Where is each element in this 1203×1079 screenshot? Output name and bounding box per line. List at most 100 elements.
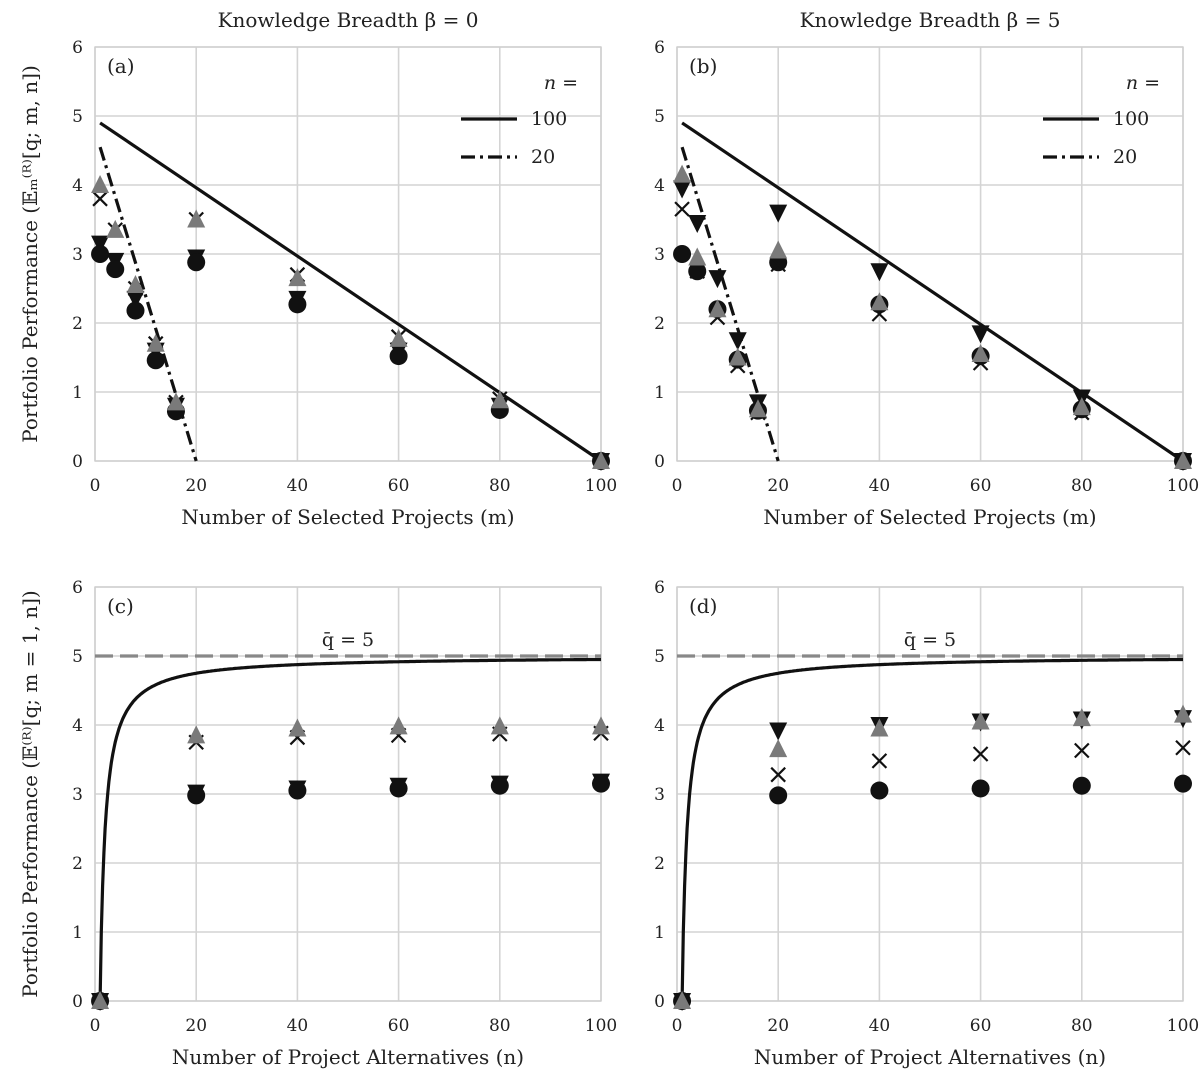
- x-tick-label: 20: [767, 476, 789, 496]
- x-axis-label: Number of Selected Projects (m): [181, 505, 514, 529]
- data-point-triangle-up: [91, 175, 110, 193]
- legend-title: n =: [1126, 72, 1160, 94]
- data-point-circle: [91, 245, 110, 263]
- data-point-triangle-up: [1072, 397, 1091, 416]
- x-tick-label: 80: [489, 476, 511, 496]
- data-point-circle: [288, 781, 307, 800]
- y-tick-label: 2: [72, 854, 83, 874]
- x-tick-label: 40: [287, 476, 309, 496]
- data-point-triangle-up: [673, 991, 692, 1009]
- data-point-triangle-up: [769, 739, 788, 758]
- data-point-circle: [389, 347, 408, 366]
- data-point-circle: [870, 781, 889, 800]
- x-tick-label: 60: [388, 1016, 410, 1036]
- data-point-triangle-down: [126, 290, 145, 309]
- data-point-x: [972, 746, 989, 762]
- data-point-x: [770, 256, 786, 273]
- data-point-triangle-down: [91, 235, 110, 254]
- data-point-circle: [126, 301, 145, 320]
- data-point-triangle-down: [728, 332, 747, 351]
- marker-series-x: [674, 739, 1191, 1009]
- plot-frame: [676, 586, 1184, 1002]
- marker-series-triangle-down: [673, 710, 1192, 1011]
- x-tick-label: 40: [869, 1016, 891, 1036]
- marker-series-circle: [91, 774, 610, 1010]
- data-point-triangle-down: [708, 270, 727, 289]
- data-point-triangle-up: [166, 392, 185, 411]
- data-point-triangle-up: [769, 240, 788, 259]
- data-point-circle: [187, 253, 206, 272]
- x-tick-label: 0: [672, 476, 683, 496]
- data-point-circle: [592, 774, 610, 793]
- data-point-triangle-up: [708, 299, 727, 318]
- y-tick-label: 1: [72, 383, 83, 403]
- y-tick-label: 4: [72, 716, 83, 736]
- data-point-triangle-up: [106, 219, 125, 238]
- data-point-triangle-up: [91, 991, 110, 1009]
- plot-frame: [94, 586, 602, 1002]
- data-point-triangle-up: [748, 399, 767, 418]
- data-point-triangle-up: [1174, 451, 1192, 469]
- data-point-circle: [288, 295, 307, 314]
- x-tick-label: 100: [1167, 1016, 1199, 1036]
- y-tick-label: 0: [72, 992, 83, 1012]
- data-point-triangle-up: [187, 725, 206, 744]
- x-axis-label: Number of Project Alternatives (n): [172, 1045, 524, 1069]
- x-axis-label: Number of Project Alternatives (n): [754, 1045, 1106, 1069]
- y-tick-label: 4: [654, 176, 665, 196]
- y-tick-label: 3: [72, 785, 83, 805]
- y-tick-label: 2: [72, 314, 83, 334]
- x-tick-label: 60: [970, 1016, 992, 1036]
- data-point-triangle-up: [490, 390, 509, 409]
- data-point-triangle-down: [870, 263, 889, 282]
- data-point-x: [1074, 742, 1090, 759]
- y-tick-label: 1: [72, 923, 83, 943]
- x-tick-label: 60: [388, 476, 410, 496]
- y-tick-label: 6: [654, 578, 665, 598]
- data-point-x: [770, 766, 786, 783]
- series-line-curve-0: [680, 657, 1183, 1002]
- y-tick-label: 2: [654, 314, 665, 334]
- legend: n = 100 20: [1043, 72, 1160, 168]
- data-point-x: [1175, 739, 1191, 756]
- y-axis-label: Portfolio Performance (𝔼⁽ᴿ⁾[q; m = 1, n]…: [18, 590, 42, 997]
- y-tick-label: 3: [654, 245, 665, 265]
- y-tick-label: 0: [654, 452, 665, 472]
- panel-tag: (b): [689, 54, 717, 78]
- data-point-triangle-up: [971, 344, 990, 363]
- data-point-triangle-down: [769, 204, 788, 223]
- legend-entry-label: 100: [1113, 108, 1149, 130]
- data-point-circle: [769, 786, 788, 805]
- y-tick-label: 5: [72, 107, 83, 127]
- panel-tag: (d): [689, 594, 717, 618]
- data-point-circle: [106, 260, 125, 279]
- y-tick-label: 3: [654, 785, 665, 805]
- marker-series-circle: [673, 774, 1192, 1010]
- x-tick-label: 80: [1071, 476, 1093, 496]
- x-tick-label: 100: [585, 1016, 617, 1036]
- data-point-x: [92, 191, 108, 207]
- series-line-100-0: [99, 121, 602, 463]
- data-point-triangle-up: [688, 247, 707, 266]
- data-point-x: [871, 753, 888, 769]
- data-point-circle: [187, 786, 206, 805]
- series-line-curve-0: [98, 657, 601, 1002]
- data-point-x: [689, 263, 706, 280]
- y-tick-label: 1: [654, 923, 665, 943]
- data-point-triangle-down: [971, 325, 990, 344]
- data-point-circle: [971, 779, 990, 798]
- legend-entry-label: 100: [531, 108, 567, 130]
- y-tick-label: 6: [72, 578, 83, 598]
- data-point-triangle-up: [288, 718, 307, 737]
- data-point-triangle-up: [490, 716, 509, 735]
- marker-series-circle: [91, 245, 610, 470]
- x-tick-label: 20: [185, 476, 207, 496]
- x-tick-label: 80: [489, 1016, 511, 1036]
- data-point-circle: [389, 779, 408, 798]
- data-point-circle: [1174, 774, 1192, 793]
- data-point-triangle-up: [389, 328, 408, 347]
- series-line-100-0: [681, 121, 1184, 463]
